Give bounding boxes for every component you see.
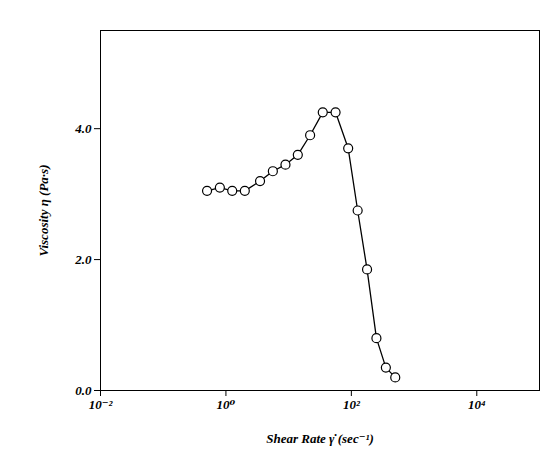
svg-text:10⁰: 10⁰ [217,397,236,412]
svg-text:10⁻²: 10⁻² [89,397,114,412]
svg-text:4.0: 4.0 [74,121,92,136]
svg-text:10²: 10² [343,397,361,412]
svg-text:2.0: 2.0 [74,252,92,267]
svg-text:Shear Rate γ̇ (sec⁻¹): Shear Rate γ̇ (sec⁻¹) [266,431,374,446]
svg-text:0.0: 0.0 [75,383,92,398]
svg-text:10⁴: 10⁴ [468,397,486,412]
svg-text:Viscosity η (Pa·s): Viscosity η (Pa·s) [36,165,51,257]
